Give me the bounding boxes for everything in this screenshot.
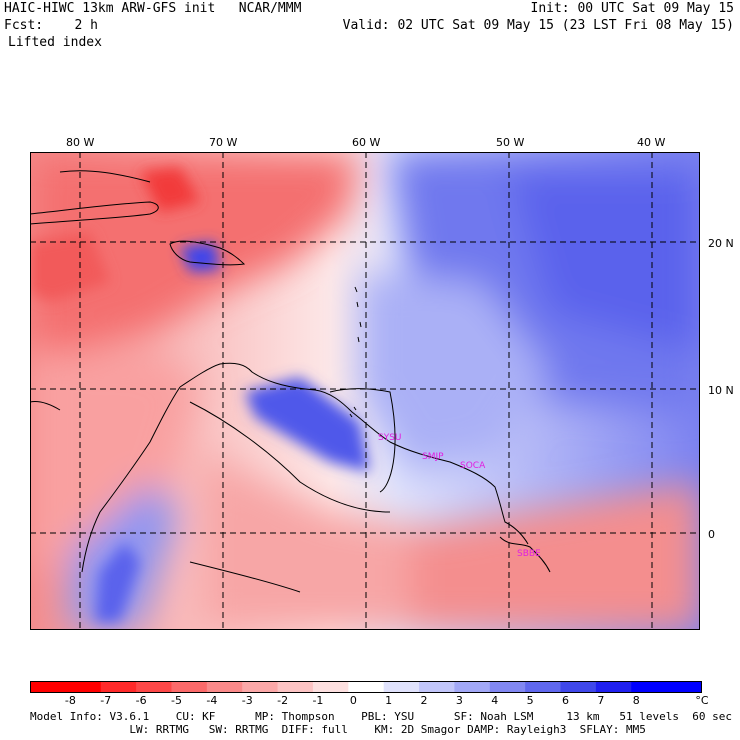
- lat-label-0: 0: [708, 528, 715, 541]
- lat-label-20n: 20 N: [708, 237, 734, 250]
- station-soca: SOCA: [460, 461, 486, 471]
- colorbar-tick-label: 0: [349, 694, 357, 707]
- station-sysu: SYSU: [378, 433, 402, 443]
- model-info-line1: Model Info: V3.6.1 CU: KF MP: Thompson P…: [30, 710, 732, 723]
- lon-label-70w: 70 W: [209, 136, 238, 149]
- colorbar-tick-label: 2: [420, 694, 428, 707]
- colorbar-tick-label: -1: [312, 694, 324, 707]
- model-title: HAIC-HIWC 13km ARW-GFS init NCAR/MMM: [4, 1, 302, 16]
- field-name: Lifted index: [8, 35, 102, 50]
- colorbar-segment: [242, 681, 279, 693]
- colorbar-tick-label: 8: [632, 694, 640, 707]
- colorbar-segment: [595, 681, 632, 693]
- colorbar-segment: [65, 681, 102, 693]
- colorbar-segment: [454, 681, 491, 693]
- station-smjp: SMJP: [422, 452, 444, 462]
- colorbar-segment: [171, 681, 208, 693]
- lat-lon-grid: [30, 152, 700, 630]
- colorbar-tick-label: 3: [455, 694, 463, 707]
- valid-time: Valid: 02 UTC Sat 09 May 15 (23 LST Fri …: [342, 18, 734, 33]
- map-frame: [30, 152, 700, 630]
- colorbar-tick-label: 5: [526, 694, 534, 707]
- lon-label-80w: 80 W: [66, 136, 95, 149]
- lon-label-40w: 40 W: [637, 136, 666, 149]
- colorbar-segment: [348, 681, 385, 693]
- strong-convection-area: [245, 377, 370, 472]
- colorbar-frame: [30, 681, 702, 693]
- colorbar-tick-label: -4: [206, 694, 218, 707]
- lon-label-60w: 60 W: [352, 136, 381, 149]
- colorbar-tick-label: -6: [135, 694, 147, 707]
- lon-label-50w: 50 W: [496, 136, 525, 149]
- colorbar-segment: [312, 681, 349, 693]
- colorbar-segment: [666, 681, 702, 693]
- station-sbbe: SBBE: [517, 549, 541, 559]
- colorbar-unit: °C: [695, 694, 709, 707]
- colorbar-tick-label: -8: [64, 694, 76, 707]
- colorbar-tick-label: -7: [100, 694, 112, 707]
- colorbar-segment: [419, 681, 455, 693]
- lifted-index-map: [30, 152, 700, 630]
- colorbar-segment: [560, 681, 597, 693]
- colorbar: [30, 681, 702, 693]
- colorbar-tick-label: -5: [170, 694, 182, 707]
- colorbar-segment: [100, 681, 137, 693]
- colorbar-tick-label: 4: [491, 694, 499, 707]
- colorbar-tick-label: -2: [277, 694, 289, 707]
- init-time: Init: 00 UTC Sat 09 May 15: [530, 1, 735, 16]
- colorbar-segment: [136, 681, 172, 693]
- colorbar-segment: [206, 681, 243, 693]
- colorbar-tick-label: 6: [562, 694, 570, 707]
- colorbar-tick-label: 1: [385, 694, 393, 707]
- model-info-line2: LW: RRTMG SW: RRTMG DIFF: full KM: 2D Sm…: [30, 723, 646, 736]
- colorbar-tick-label: -3: [241, 694, 253, 707]
- colorbar-segment: [525, 681, 562, 693]
- lat-label-10n: 10 N: [708, 384, 734, 397]
- forecast-hour: Fcst: 2 h: [4, 18, 98, 33]
- colorbar-segment: [30, 681, 66, 693]
- colorbar-segment: [489, 681, 526, 693]
- coastlines: [30, 170, 551, 593]
- colorbar-tick-label: 7: [597, 694, 605, 707]
- colorbar-segment: [631, 681, 668, 693]
- colorbar-segment: [277, 681, 314, 693]
- colorbar-segment: [383, 681, 420, 693]
